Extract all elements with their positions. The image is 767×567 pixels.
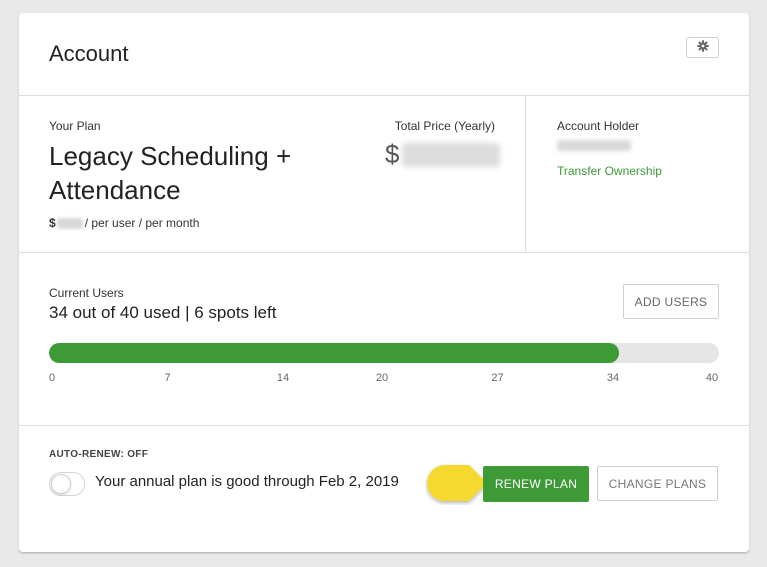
total-price: $ — [385, 139, 501, 170]
renew-plan-button[interactable]: RENEW PLAN — [483, 466, 589, 502]
page-title: Account — [49, 41, 129, 66]
current-users-label: Current Users — [49, 286, 124, 300]
account-card: Account — [19, 13, 749, 552]
per-user-price: $ / per user / per month — [49, 216, 199, 230]
plan-section: Your Plan Legacy Scheduling + Attendance… — [19, 96, 749, 253]
account-holder-label: Account Holder — [557, 119, 640, 133]
pointer-arrow-icon — [427, 465, 487, 501]
redacted-total-amount — [402, 142, 501, 167]
auto-renew-label: AUTO-RENEW: OFF — [49, 449, 149, 460]
progress-tick-label: 27 — [491, 372, 504, 384]
plan-expiry-text: Your annual plan is good through Feb 2, … — [95, 473, 399, 490]
redacted-per-user-amount — [56, 217, 83, 229]
per-user-suffix: / per user / per month — [84, 216, 200, 230]
progress-tick-label: 34 — [606, 372, 620, 384]
progress-tick-label: 40 — [705, 372, 719, 384]
plan-name: Legacy Scheduling + Attendance — [49, 141, 292, 205]
renew-section: AUTO-RENEW: OFF Your annual plan is good… — [19, 426, 749, 552]
plan-label: Your Plan — [49, 119, 101, 133]
progress-tick-label: 20 — [375, 372, 389, 384]
settings-button[interactable] — [686, 37, 719, 58]
toggle-knob — [51, 474, 71, 494]
gear-icon — [696, 40, 709, 55]
users-count: 34 out of 40 used | 6 spots left — [49, 303, 277, 322]
per-user-currency: $ — [49, 216, 56, 230]
users-section: Current Users 34 out of 40 used | 6 spot… — [19, 253, 749, 426]
total-price-label: Total Price (Yearly) — [394, 119, 495, 133]
total-price-currency: $ — [385, 139, 400, 169]
redacted-account-holder-name — [557, 140, 631, 151]
change-plans-button[interactable]: CHANGE PLANS — [597, 466, 718, 501]
progress-tick-label: 14 — [276, 372, 290, 384]
account-header: Account — [19, 13, 749, 96]
progress-tick-label: 0 — [48, 372, 56, 384]
users-progress-bar — [49, 343, 719, 363]
auto-renew-toggle[interactable] — [49, 472, 85, 496]
add-users-button[interactable]: ADD USERS — [623, 284, 719, 319]
plan-details: Your Plan Legacy Scheduling + Attendance… — [19, 96, 526, 252]
progress-tick-label: 7 — [164, 372, 171, 384]
users-progress-fill — [49, 343, 619, 363]
transfer-ownership-link[interactable]: Transfer Ownership — [557, 164, 662, 178]
